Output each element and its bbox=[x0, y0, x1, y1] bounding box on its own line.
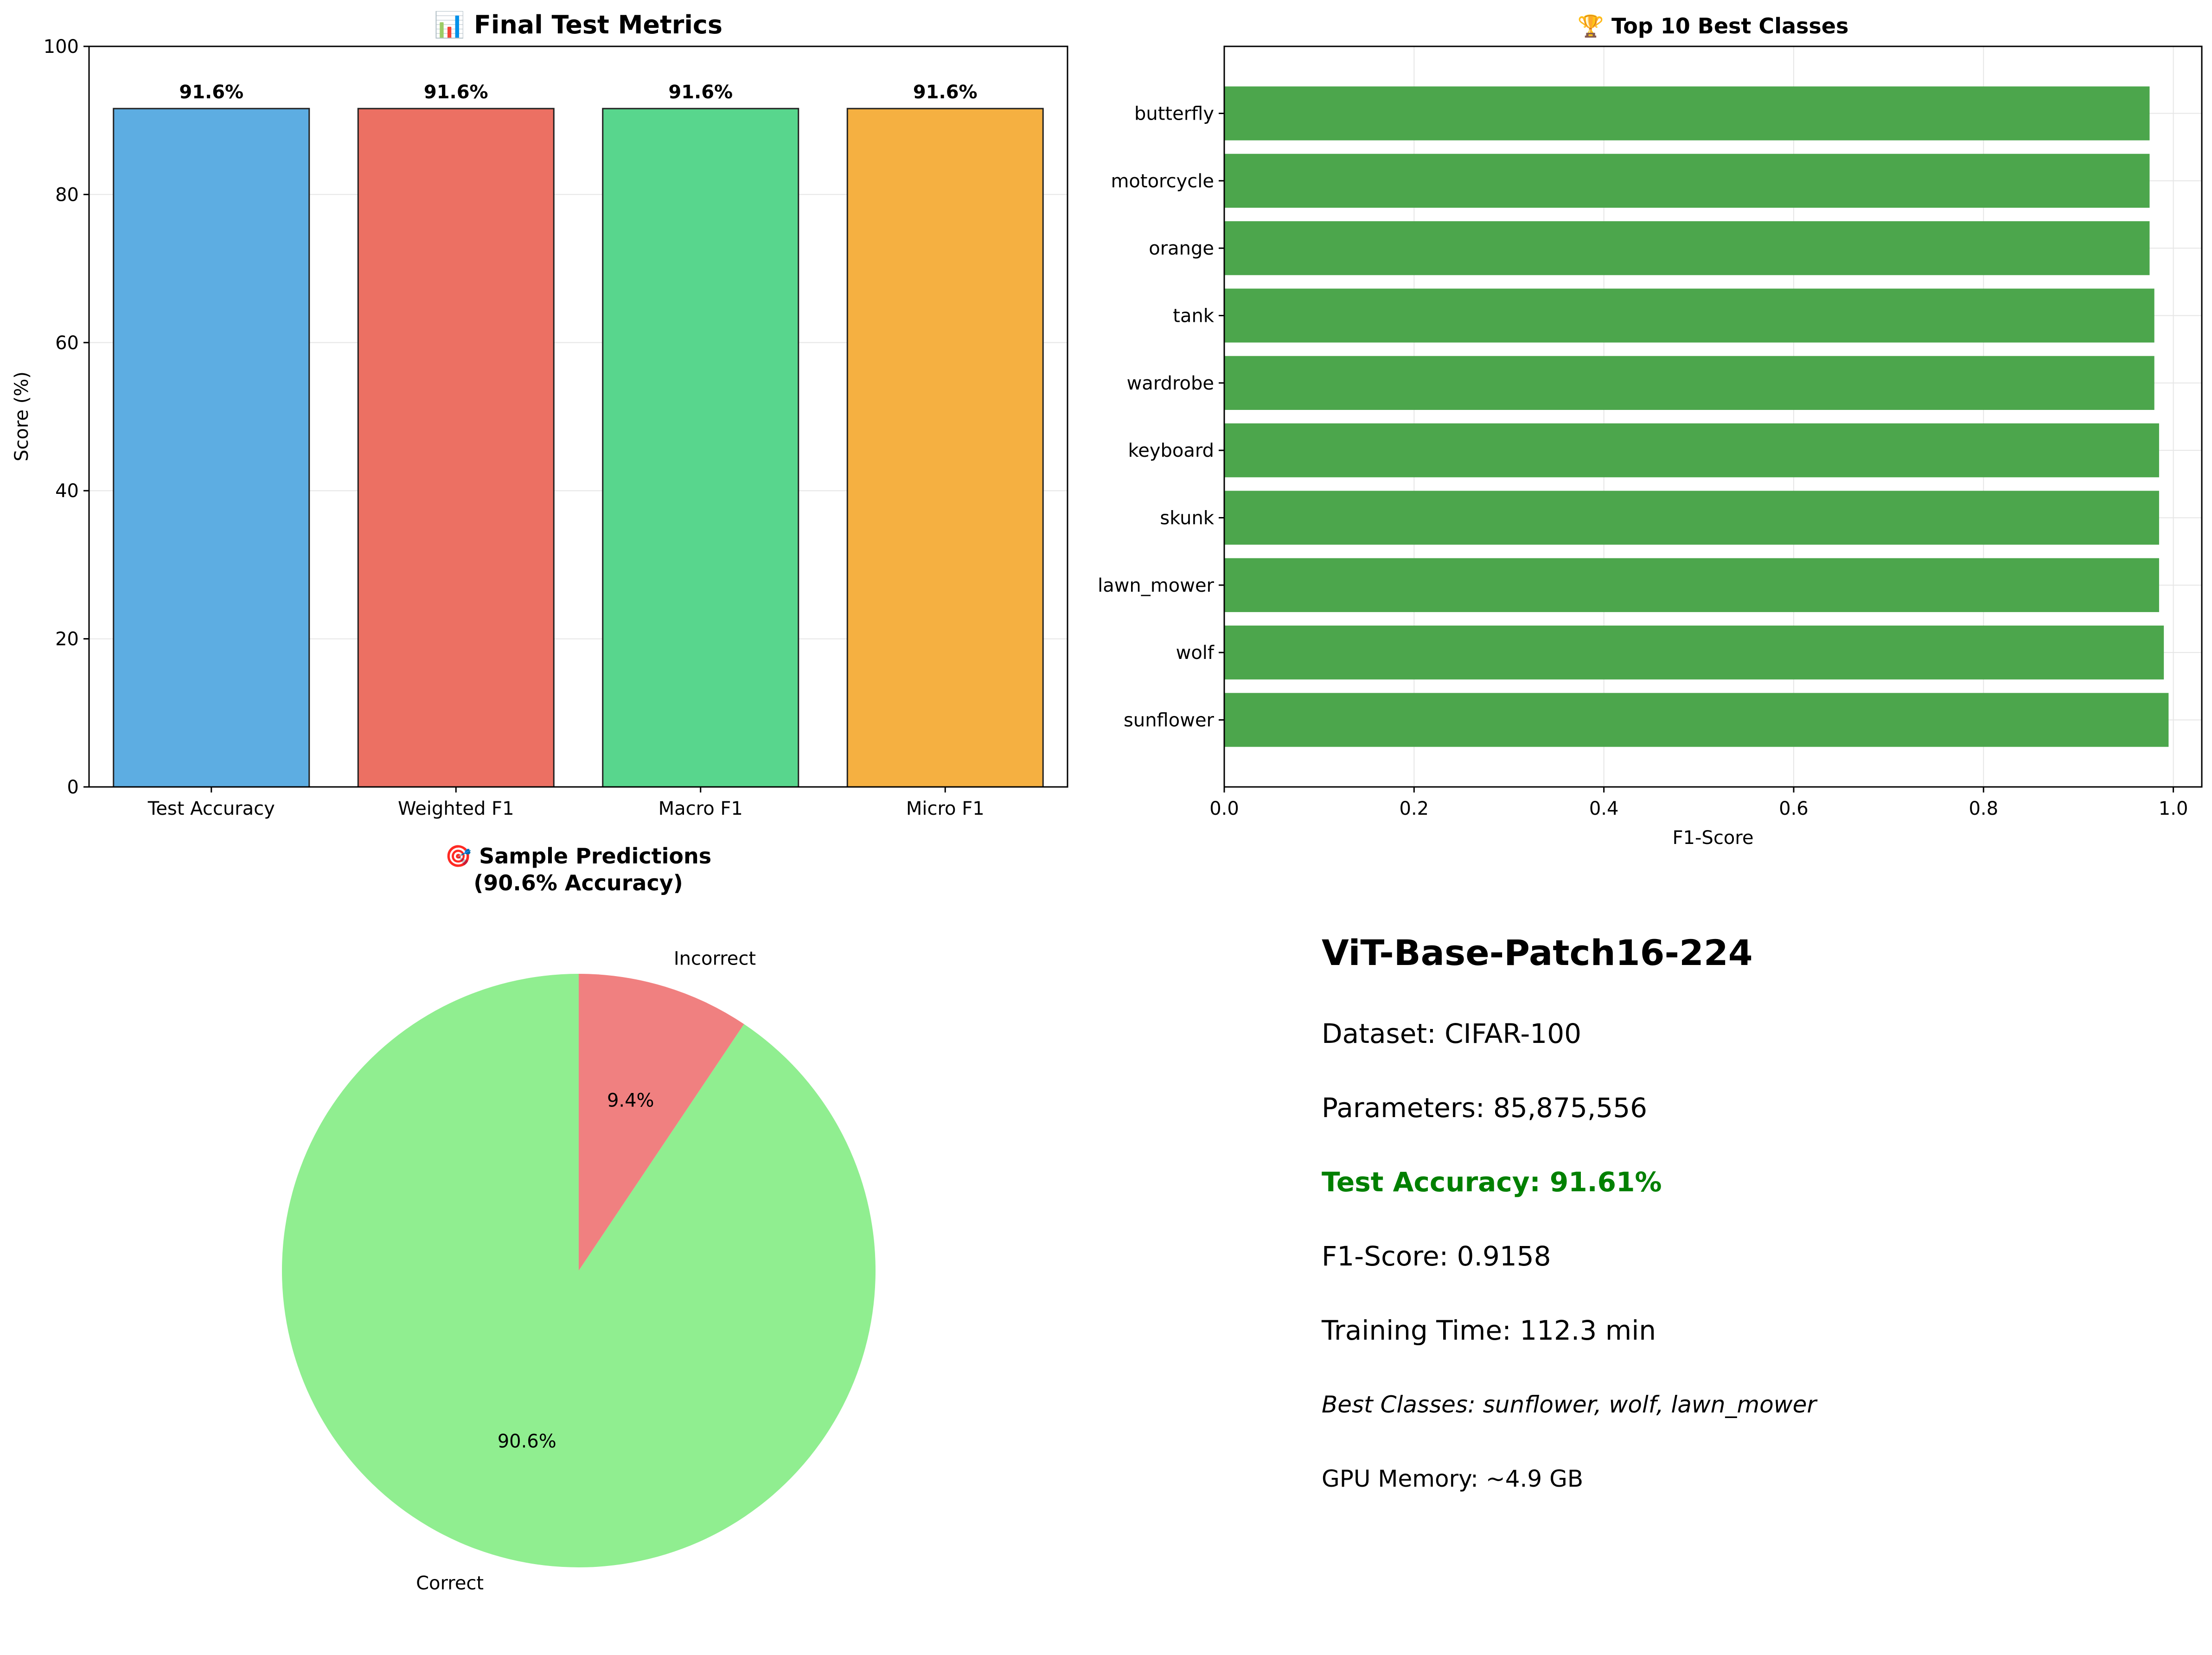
top-classes-bar bbox=[1224, 491, 2159, 545]
metrics-bar-value-label: 91.6% bbox=[179, 82, 243, 103]
top-classes-y-tick-label: wardrobe bbox=[1127, 373, 1214, 394]
metrics-bar-chart: 91.6% 91.6% 91.6% 91.6% 0 20 40 60 80 100 Test Ac… bbox=[11, 10, 1068, 819]
top-classes-y-tick-label: wolf bbox=[1176, 642, 1215, 664]
metrics-bar-value-label: 91.6% bbox=[913, 82, 978, 103]
metrics-plot-frame bbox=[88, 45, 1068, 788]
top-classes-chart: 0.0 0.2 0.4 0.6 0.8 1.0 sunflower wolf lawn_mowe… bbox=[1098, 13, 2203, 849]
top-classes-plot-frame bbox=[1223, 45, 2203, 788]
pie-chart-title: 🎯 Sample Predictions bbox=[445, 843, 711, 869]
top-classes-y-tick-label: keyboard bbox=[1128, 440, 1214, 461]
sample-predictions-pie: 90.6% Correct 9.4% Incorrect 🎯 Sample Predi… bbox=[281, 843, 876, 1594]
top-classes-bar bbox=[1224, 693, 2169, 747]
top-classes-y-tick-label: tank bbox=[1173, 306, 1215, 327]
dataset-text: Dataset: CIFAR-100 bbox=[1322, 1018, 1582, 1049]
metrics-bar-value-label: 91.6% bbox=[668, 82, 733, 103]
pie-slice-percent-label: 90.6% bbox=[498, 1431, 556, 1452]
top-classes-bar bbox=[1224, 626, 2164, 680]
metrics-x-tick-label: Micro F1 bbox=[906, 798, 985, 819]
top-classes-x-tick-label: 0.0 bbox=[1209, 798, 1239, 819]
f1-score-text: F1-Score: 0.9158 bbox=[1322, 1240, 1551, 1272]
pie-slice-label: Correct bbox=[416, 1573, 484, 1594]
best-classes-text: Best Classes: sunflower, wolf, lawn_mowe… bbox=[1322, 1391, 1816, 1418]
metrics-y-tick-label: 80 bbox=[55, 184, 79, 205]
top-classes-y-tick-label: skunk bbox=[1160, 507, 1214, 529]
top-classes-y-tick-label: lawn_mower bbox=[1098, 575, 1214, 596]
metrics-y-tick-label: 40 bbox=[55, 480, 79, 502]
top-classes-bar bbox=[1224, 86, 2150, 141]
top-classes-bar bbox=[1224, 288, 2154, 343]
top-classes-x-tick-label: 0.6 bbox=[1779, 798, 1809, 819]
metrics-x-tick-label: Weighted F1 bbox=[398, 798, 514, 819]
metrics-y-tick-label: 0 bbox=[67, 777, 79, 798]
metrics-y-tick-label: 100 bbox=[44, 36, 79, 58]
parameters-text: Parameters: 85,875,556 bbox=[1322, 1092, 1648, 1124]
pie-slice-percent-label: 9.4% bbox=[607, 1090, 654, 1112]
gpu-memory-text: GPU Memory: ~4.9 GB bbox=[1322, 1465, 1584, 1492]
metrics-y-axis-label: Score (%) bbox=[11, 371, 32, 461]
test-accuracy-text: Test Accuracy: 91.61% bbox=[1322, 1166, 1662, 1198]
pie-slice bbox=[281, 974, 876, 1568]
top-classes-x-tick-label: 0.8 bbox=[1969, 798, 1998, 819]
metrics-bar-value-label: 91.6% bbox=[424, 82, 488, 103]
metrics-y-tick-label: 60 bbox=[55, 332, 79, 354]
top-classes-x-tick-label: 1.0 bbox=[2159, 798, 2188, 819]
metrics-bar bbox=[846, 108, 1044, 788]
top-classes-bar bbox=[1224, 423, 2159, 478]
metrics-y-tick-label: 20 bbox=[55, 629, 79, 650]
metrics-x-tick-label: Test Accuracy bbox=[147, 798, 275, 819]
metrics-bar bbox=[113, 108, 310, 788]
training-time-text: Training Time: 112.3 min bbox=[1322, 1315, 1656, 1346]
top-classes-x-axis-label: F1-Score bbox=[1673, 827, 1754, 849]
metrics-bar bbox=[602, 108, 799, 788]
top-classes-y-tick-label: orange bbox=[1149, 238, 1214, 259]
top-classes-x-tick-label: 0.2 bbox=[1400, 798, 1429, 819]
pie-chart-subtitle: (90.6% Accuracy) bbox=[473, 870, 683, 895]
metrics-bar bbox=[357, 108, 555, 788]
top-classes-y-tick-label: sunflower bbox=[1124, 709, 1215, 731]
pie-slice-label: Incorrect bbox=[674, 948, 756, 969]
top-classes-bar bbox=[1224, 153, 2150, 208]
metrics-x-tick-label: Macro F1 bbox=[658, 798, 743, 819]
pie-slice bbox=[579, 974, 744, 1271]
top-classes-bar bbox=[1224, 221, 2150, 275]
top-classes-y-tick-label: butterfly bbox=[1134, 103, 1214, 125]
top-classes-x-tick-label: 0.4 bbox=[1589, 798, 1619, 819]
top-classes-y-tick-label: motorcycle bbox=[1111, 171, 1214, 192]
model-name: ViT-Base-Patch16-224 bbox=[1322, 932, 1753, 973]
top-classes-chart-title: 🏆 Top 10 Best Classes bbox=[1578, 13, 1849, 38]
top-classes-bar bbox=[1224, 558, 2159, 612]
metrics-chart-title: 📊 Final Test Metrics bbox=[434, 10, 722, 39]
top-classes-bar bbox=[1224, 356, 2154, 410]
